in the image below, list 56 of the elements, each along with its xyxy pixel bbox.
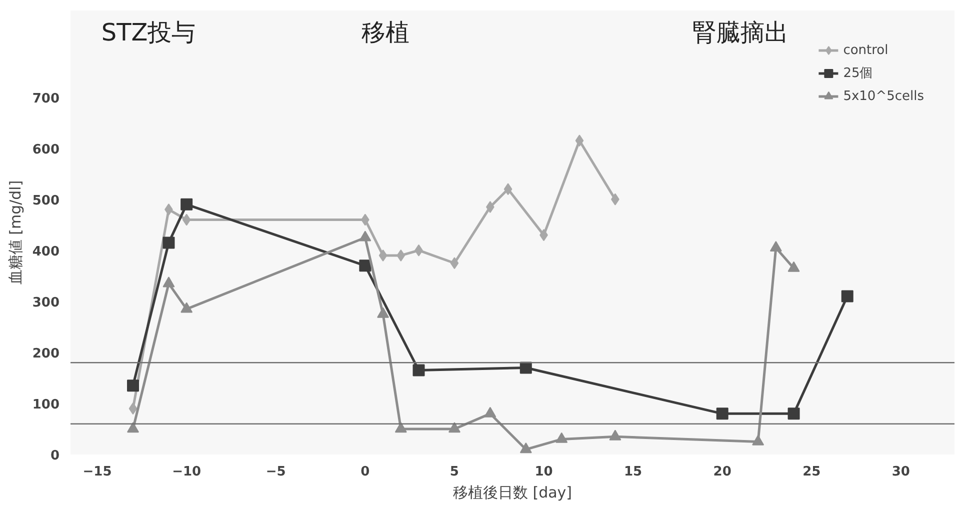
point [575,134,584,147]
y-tick-label: 300 [32,295,60,310]
annotation: 移植 [362,18,410,46]
point [504,183,512,196]
legend-label: 5x10^5cells [843,88,924,104]
point [450,257,459,270]
point [770,240,782,252]
point [359,230,372,242]
point [484,406,496,418]
x-tick-label: 20 [713,464,732,480]
point [448,422,460,433]
y-tick-label: 100 [32,397,60,412]
point [162,276,175,288]
annotation: STZ投与 [101,18,196,46]
point [841,290,854,302]
point [182,214,191,226]
point [377,307,390,318]
y-tick-label: 200 [32,346,60,362]
point [359,260,372,272]
point [396,249,406,262]
x-tick-label: 25 [802,464,821,480]
point [127,380,140,392]
x-tick-label: −5 [266,464,286,480]
x-tick-label: 5 [450,464,459,480]
y-tick-label: 600 [32,142,60,158]
point [556,432,568,443]
y-tick-label: 700 [32,91,60,106]
x-tick-label: 10 [534,464,553,480]
point [128,402,138,415]
legend-label: 25個 [843,65,873,82]
y-tick-label: 0 [50,448,60,464]
point [162,236,175,249]
point [394,422,407,433]
point [788,261,800,272]
point [609,430,622,440]
annotation: 腎臓摘出 [692,18,788,46]
point [520,362,532,374]
x-tick-label: 30 [892,464,910,480]
point [788,408,800,420]
y-tick-label: 400 [32,244,60,260]
point [520,442,532,454]
y-tick-label: 500 [32,193,60,208]
point [752,434,764,446]
point [180,302,193,313]
x-tick-label: −15 [82,464,112,480]
point [716,408,728,420]
point [127,422,140,433]
x-axis-title: 移植後日数 [day] [452,484,572,502]
x-tick-label: 15 [624,464,642,480]
y-axis-title: 血糖値 [mg/dl] [6,180,24,285]
x-tick-label: −10 [172,464,202,480]
point [378,249,388,262]
point [180,198,193,210]
point [412,364,425,376]
x-tick-label: 0 [360,464,370,480]
legend-label: control [843,42,888,58]
